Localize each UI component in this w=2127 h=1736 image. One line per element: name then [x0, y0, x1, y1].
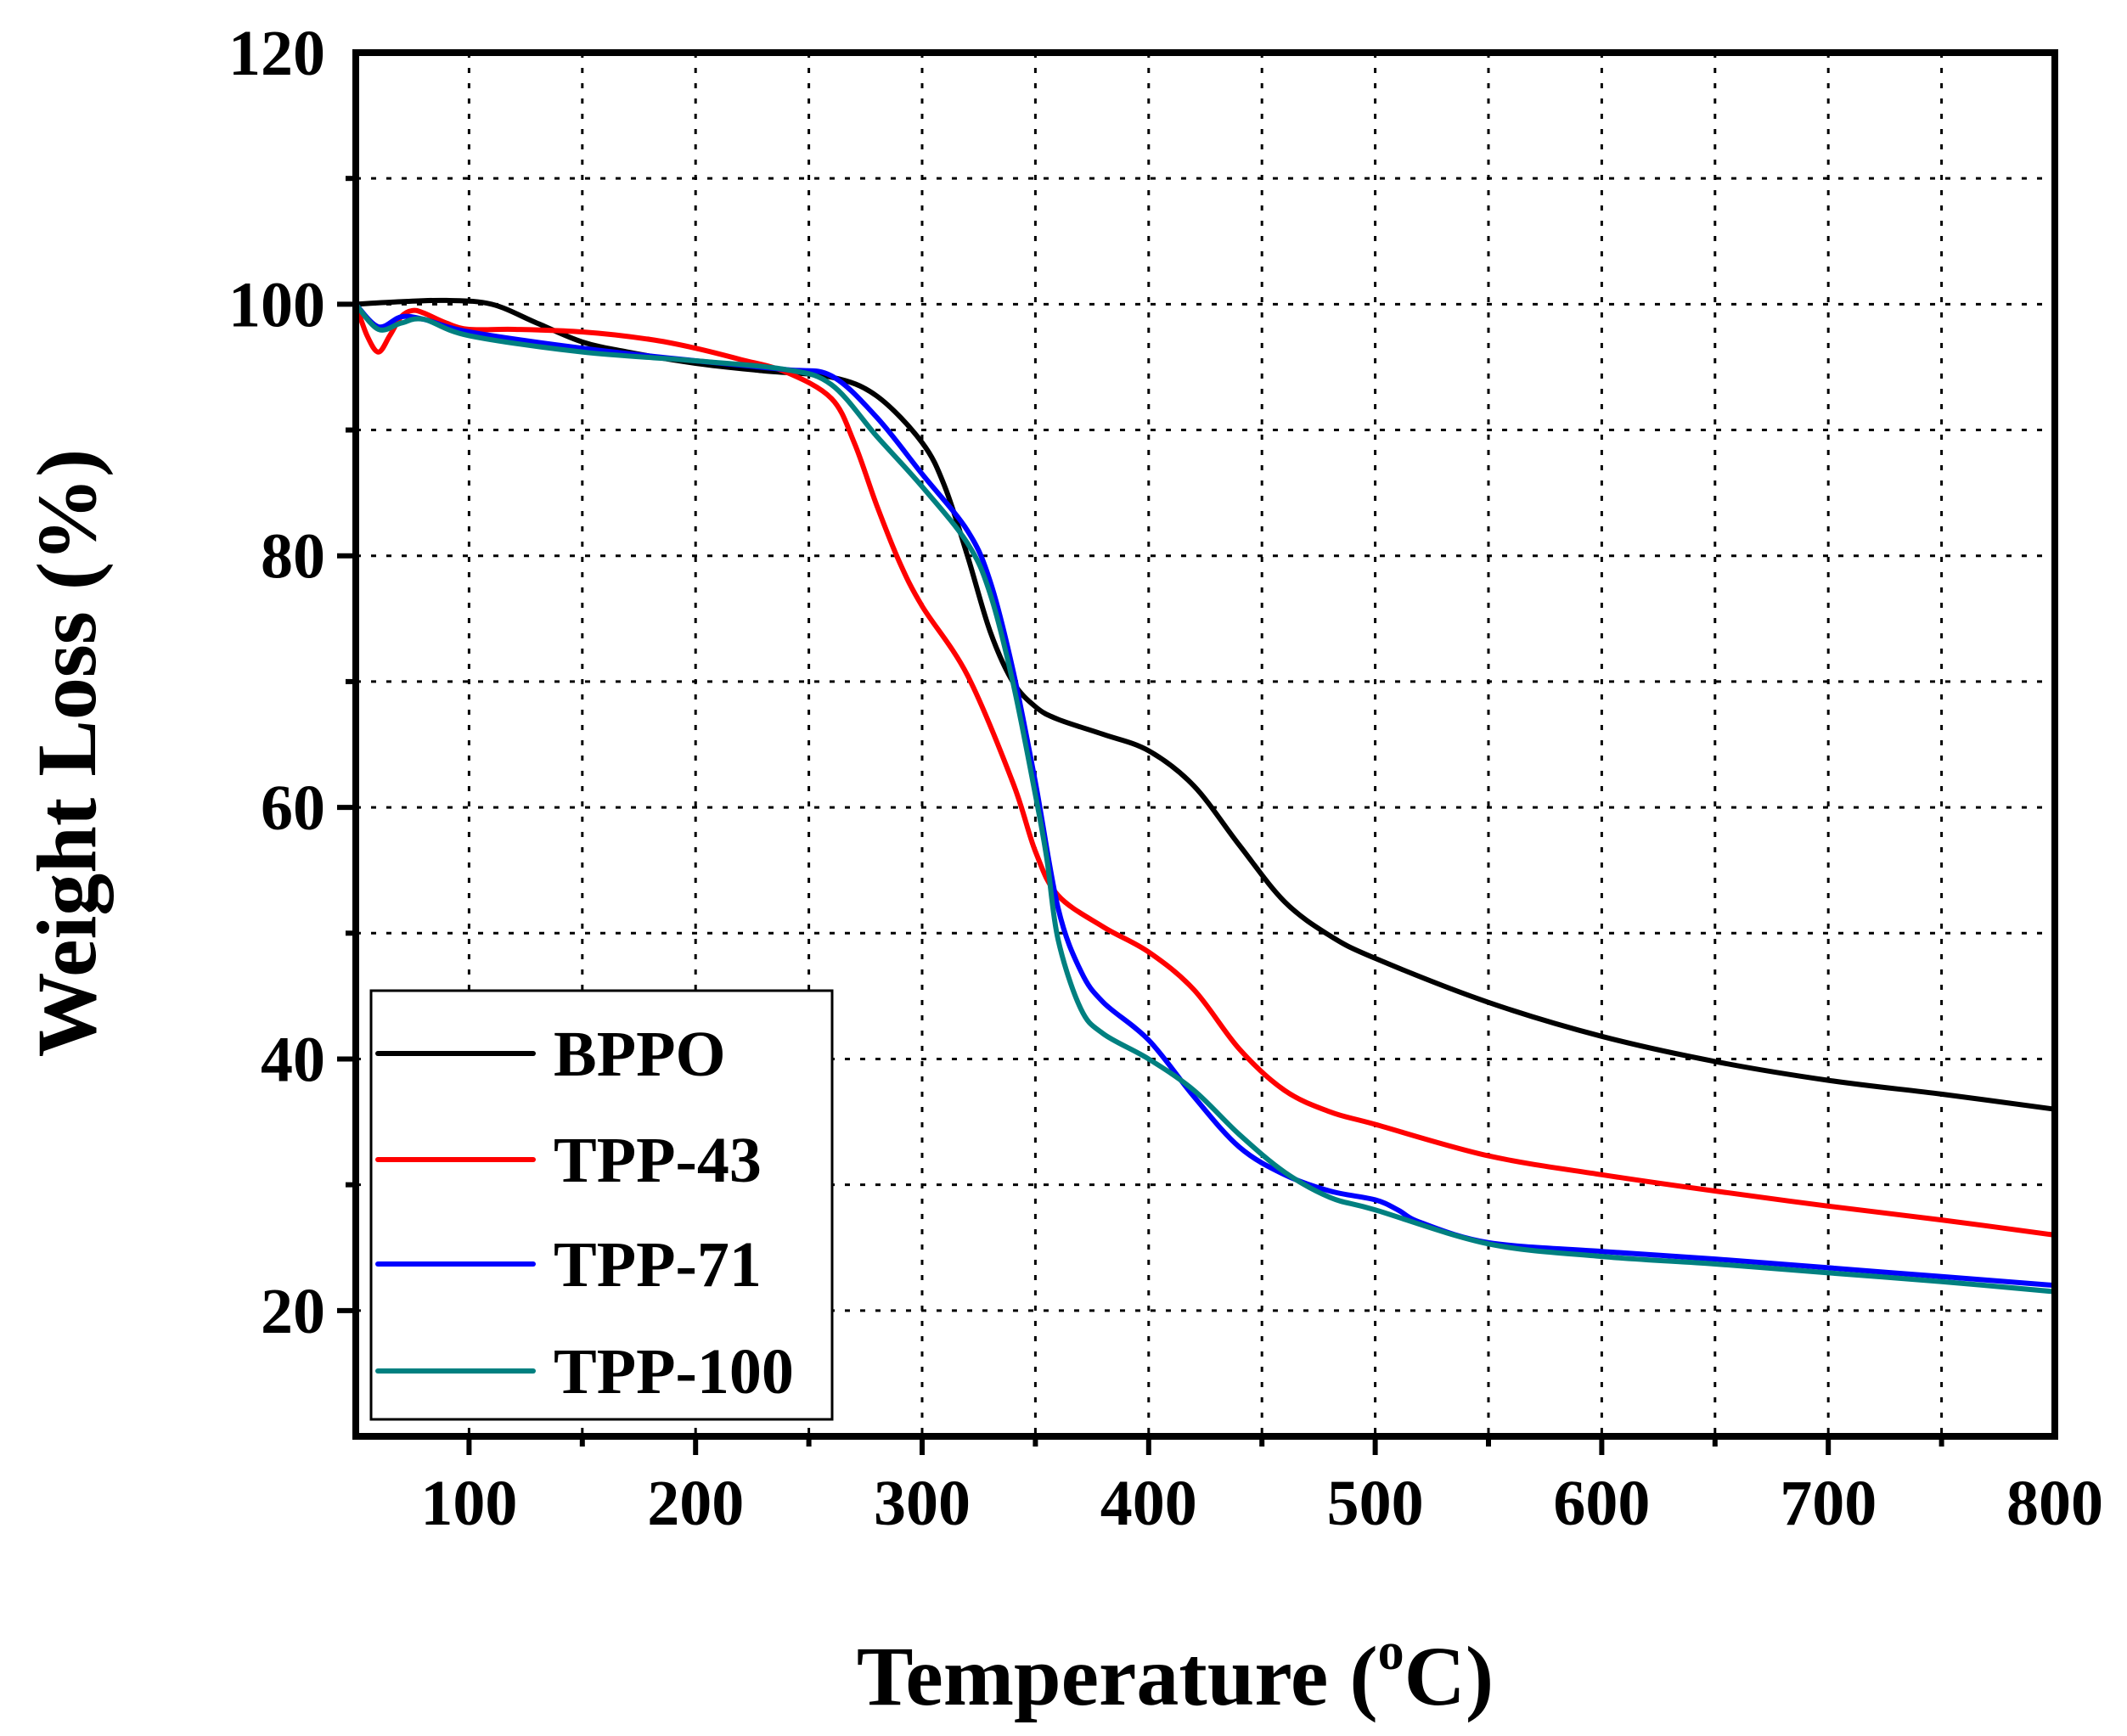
y-tick-label: 120 — [228, 18, 325, 89]
tick-labels-layer: 100 200 300 400 500 600 700 800 20 40 60 80 100 120 — [228, 18, 2103, 1539]
plot-frame — [352, 49, 2058, 1440]
y-tick-label: 20 — [261, 1276, 325, 1347]
x-axis-title: Temperature (oC) — [857, 1623, 1494, 1723]
y-tick-label: 100 — [228, 269, 325, 340]
series-line-bppo — [353, 297, 2057, 1112]
x-axis-title-superscript: o — [1378, 1623, 1404, 1681]
y-tick-label: 40 — [261, 1024, 325, 1095]
grid-layer — [356, 53, 2055, 1436]
ticks-layer — [337, 176, 1944, 1455]
series-line-tpp-43 — [353, 301, 2057, 1238]
series-layer — [353, 297, 2057, 1295]
x-axis-title-unit: C) — [1404, 1629, 1494, 1723]
x-tick-label: 600 — [1553, 1468, 1650, 1539]
x-tick-label: 100 — [420, 1468, 517, 1539]
x-tick-label: 400 — [1100, 1468, 1197, 1539]
x-tick-label: 200 — [647, 1468, 744, 1539]
y-tick-label: 80 — [261, 521, 325, 593]
legend-label-tpp-43: TPP-43 — [554, 1125, 762, 1196]
legend-box — [369, 989, 834, 1421]
x-axis-title-main: Temperature ( — [857, 1629, 1378, 1723]
x-tick-label: 500 — [1327, 1468, 1424, 1539]
x-tick-label: 700 — [1780, 1468, 1877, 1539]
y-axis-title: Weight Loss (%) — [20, 449, 114, 1058]
legend-label-tpp-100: TPP-100 — [554, 1336, 794, 1407]
legend: BPPO TPP-43 TPP-71 TPP-100 — [369, 989, 834, 1421]
x-tick-label: 800 — [2006, 1468, 2103, 1539]
x-tick-label: 300 — [874, 1468, 971, 1539]
series-line-tpp-100 — [353, 301, 2057, 1295]
legend-label-tpp-71: TPP-71 — [554, 1229, 762, 1301]
y-tick-label: 60 — [261, 772, 325, 844]
legend-label-bppo: BPPO — [554, 1019, 726, 1090]
